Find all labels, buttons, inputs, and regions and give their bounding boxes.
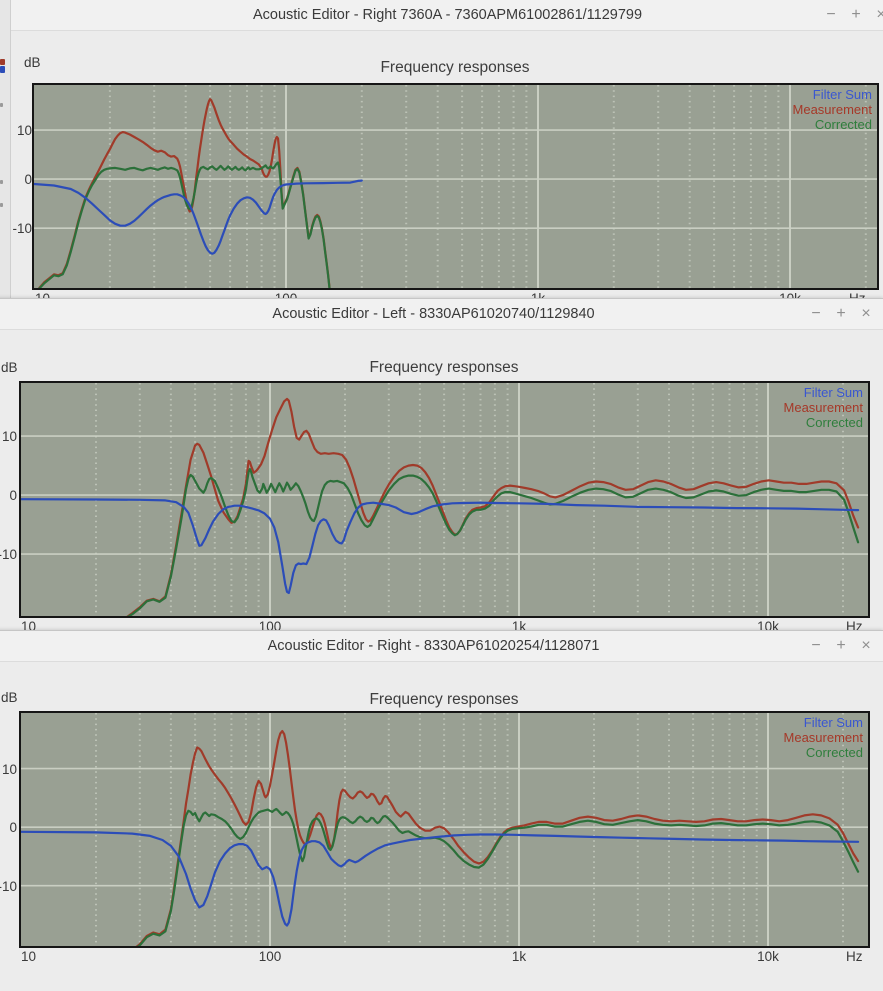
y-tick-0: 0 — [9, 488, 17, 503]
x-tick-100: 100 — [258, 619, 282, 633]
x-axis-unit-label: Hz — [846, 619, 863, 633]
window-title: Acoustic Editor - Right - 8330AP61020254… — [267, 638, 600, 654]
chart-canvas — [34, 85, 877, 288]
window-controls: − + × — [824, 0, 883, 30]
y-tick-10: 10 — [1, 762, 17, 777]
minimize-button[interactable]: − — [811, 305, 821, 322]
window-title: Acoustic Editor - Left - 8330AP61020740/… — [272, 306, 595, 322]
x-axis-unit-label: Hz — [849, 291, 866, 300]
x-axis-unit-label: Hz — [846, 949, 863, 964]
y-axis-unit-label: dB — [1, 690, 18, 705]
y-tick-minus-10: -10 — [0, 547, 17, 562]
y-tick-minus-10: -10 — [0, 879, 17, 894]
legend-corrected: Corrected — [805, 745, 863, 760]
legend-filter-sum: Filter Sum — [812, 87, 872, 102]
acoustic-editor-window-left-8330: Acoustic Editor - Left - 8330AP61020740/… — [0, 298, 883, 633]
legend-filter-sum: Filter Sum — [803, 715, 863, 730]
y-tick-0: 0 — [24, 172, 32, 187]
chart-legend: Filter Sum Measurement Corrected — [784, 385, 863, 430]
y-tick-0: 0 — [9, 820, 17, 835]
window-controls: − + × — [809, 631, 873, 661]
window-controls: − + × — [809, 299, 873, 329]
frequency-response-plot: Filter Sum Measurement Corrected — [19, 711, 870, 948]
chart-title: Frequency responses — [369, 359, 519, 376]
filter-sum-marker-icon — [0, 66, 5, 73]
frequency-response-plot: Filter Sum Measurement Corrected — [19, 381, 870, 618]
measurement-marker-icon — [0, 59, 5, 65]
chart-legend: Filter Sum Measurement Corrected — [784, 715, 863, 760]
minimize-button[interactable]: − — [811, 637, 821, 654]
x-tick-100: 100 — [274, 291, 298, 300]
y-axis-unit-label: dB — [24, 55, 41, 70]
x-tick-1k: 1k — [530, 291, 546, 300]
y-tick-10: 10 — [1, 429, 17, 444]
legend-corrected: Corrected — [805, 415, 863, 430]
maximize-button[interactable]: + — [851, 6, 861, 23]
x-tick-10k: 10k — [779, 291, 801, 300]
chart-canvas — [21, 383, 868, 616]
chart-title: Frequency responses — [369, 691, 519, 708]
close-button[interactable]: × — [861, 637, 871, 654]
chart-title: Frequency responses — [380, 59, 530, 76]
frequency-response-plot: Filter Sum Measurement Corrected — [32, 83, 879, 290]
x-tick-10: 10 — [21, 619, 37, 633]
window-titlebar[interactable]: Acoustic Editor - Right - 8330AP61020254… — [0, 631, 883, 662]
y-axis-unit-label: dB — [1, 360, 18, 375]
y-tick-10: 10 — [16, 123, 32, 138]
close-button[interactable]: × — [874, 0, 883, 30]
chart-canvas — [21, 713, 868, 946]
maximize-button[interactable]: + — [836, 305, 846, 322]
x-tick-10: 10 — [35, 291, 51, 300]
window-title: Acoustic Editor - Right 7360A - 7360APM6… — [252, 7, 643, 23]
acoustic-editor-window-right-7360a: Acoustic Editor - Right 7360A - 7360APM6… — [10, 0, 883, 300]
window-titlebar[interactable]: Acoustic Editor - Left - 8330AP61020740/… — [0, 299, 883, 330]
x-tick-10k: 10k — [757, 949, 779, 964]
legend-measurement: Measurement — [783, 730, 863, 745]
minimize-button[interactable]: − — [826, 6, 836, 23]
legend-measurement: Measurement — [792, 102, 872, 117]
legend-measurement: Measurement — [783, 400, 863, 415]
legend-corrected: Corrected — [814, 117, 872, 132]
y-tick-minus-10: -10 — [12, 221, 32, 236]
list-tick-icon — [0, 203, 3, 207]
chart-legend: Filter Sum Measurement Corrected — [793, 87, 872, 132]
window-titlebar[interactable]: Acoustic Editor - Right 7360A - 7360APM6… — [11, 0, 883, 31]
x-tick-1k: 1k — [511, 619, 527, 633]
list-tick-icon — [0, 180, 3, 184]
maximize-button[interactable]: + — [836, 637, 846, 654]
legend-filter-sum: Filter Sum — [803, 385, 863, 400]
list-tick-icon — [0, 103, 3, 107]
x-tick-100: 100 — [258, 949, 282, 964]
x-tick-10k: 10k — [757, 619, 779, 633]
x-tick-1k: 1k — [511, 949, 527, 964]
x-tick-10: 10 — [21, 949, 37, 964]
close-button[interactable]: × — [861, 305, 871, 322]
acoustic-editor-window-right-8330: Acoustic Editor - Right - 8330AP61020254… — [0, 630, 883, 991]
